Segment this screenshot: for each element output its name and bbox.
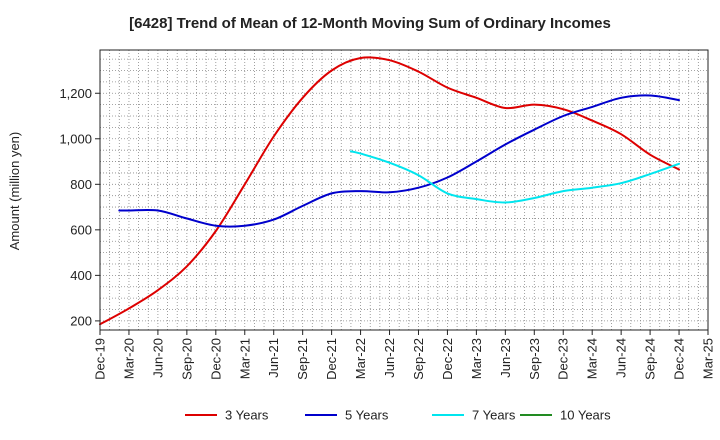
x-tick-label: Sep-22 bbox=[411, 338, 426, 380]
x-tick-label: Dec-19 bbox=[93, 338, 108, 380]
x-tick-label: Dec-20 bbox=[208, 338, 223, 380]
x-tick-label: Sep-21 bbox=[295, 338, 310, 380]
y-tick-label: 1,000 bbox=[59, 131, 92, 146]
x-tick-label: Jun-23 bbox=[498, 338, 513, 378]
x-tick-label: Dec-21 bbox=[324, 338, 339, 380]
series-line-5-years bbox=[118, 94, 680, 228]
y-tick-label: 200 bbox=[70, 313, 92, 328]
y-tick-labels: 200 400 600 800 1,000 1,200 bbox=[59, 86, 100, 328]
plot-frame bbox=[99, 49, 709, 331]
x-tick-label: Dec-22 bbox=[440, 338, 455, 380]
x-tick-labels: Dec-19 Mar-20 Jun-20 Sep-20 Dec-20 Mar-21 Jun-… bbox=[93, 330, 716, 380]
y-tick-label: 400 bbox=[70, 268, 92, 283]
x-tick-label: Mar-21 bbox=[237, 338, 252, 379]
y-tick-label: 1,200 bbox=[59, 86, 92, 101]
x-tick-label: Jun-22 bbox=[382, 338, 397, 378]
x-tick-label: Sep-24 bbox=[643, 338, 658, 380]
x-tick-label: Jun-24 bbox=[614, 338, 629, 378]
legend: 3 Years 5 Years 7 Years 10 Years bbox=[185, 408, 611, 423]
x-tick-label: Jun-20 bbox=[150, 338, 165, 378]
x-tick-label: Mar-20 bbox=[121, 338, 136, 379]
x-tick-label: Dec-23 bbox=[556, 338, 571, 380]
x-tick-label: Mar-22 bbox=[353, 338, 368, 379]
x-tick-label: Dec-24 bbox=[672, 338, 687, 380]
x-tick-label: Sep-20 bbox=[179, 338, 194, 380]
x-tick-label: Jun-21 bbox=[266, 338, 281, 378]
legend-label: 10 Years bbox=[560, 408, 611, 423]
chart-title: [6428] Trend of Mean of 12-Month Moving … bbox=[129, 15, 611, 32]
grid-layer bbox=[100, 50, 708, 330]
series-layer bbox=[99, 56, 680, 326]
x-tick-label: Sep-23 bbox=[527, 338, 542, 380]
y-tick-label: 600 bbox=[70, 222, 92, 237]
x-tick-label: Mar-23 bbox=[469, 338, 484, 379]
y-axis-label: Amount (million yen) bbox=[7, 132, 22, 251]
series-line-7-years bbox=[349, 150, 680, 204]
legend-label: 3 Years bbox=[225, 408, 269, 423]
y-tick-label: 800 bbox=[70, 177, 92, 192]
series-line-3-years bbox=[99, 56, 680, 326]
legend-label: 5 Years bbox=[345, 408, 389, 423]
x-tick-label: Mar-24 bbox=[585, 338, 600, 379]
legend-label: 7 Years bbox=[472, 408, 516, 423]
x-tick-label: Mar-25 bbox=[701, 338, 716, 379]
